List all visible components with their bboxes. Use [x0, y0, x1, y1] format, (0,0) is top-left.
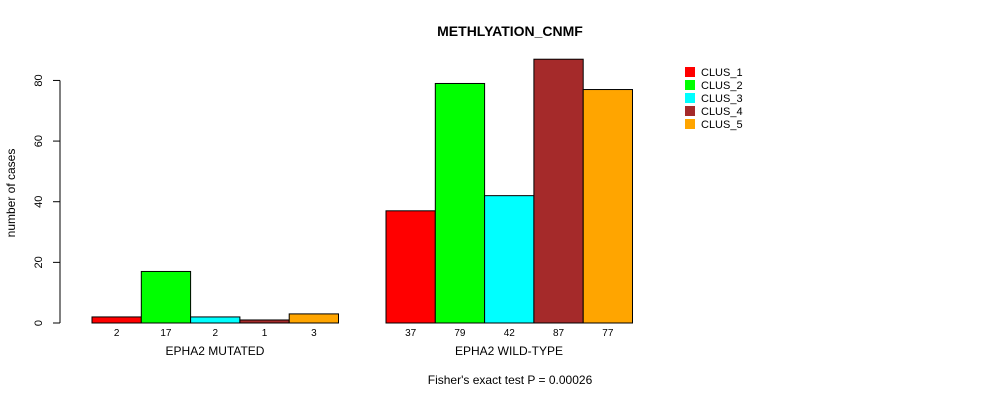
- y-axis-label: number of cases: [4, 149, 18, 238]
- bar-clus-3-group-2: [484, 195, 535, 324]
- bar-clus-4-group-1: [239, 319, 290, 324]
- bar-count-label: 1: [262, 328, 268, 339]
- y-tick-label: 60: [33, 135, 45, 147]
- group-label-mutated: EPHA2 MUTATED: [166, 344, 265, 358]
- bar-count-label: 2: [114, 328, 120, 339]
- y-tick-label: 20: [33, 256, 45, 268]
- legend-swatch: [685, 80, 695, 90]
- bar-clus-2-group-1: [140, 270, 192, 324]
- legend-swatch: [685, 67, 695, 77]
- chart-title: METHLYATION_CNMF: [437, 23, 583, 39]
- y-axis: 0 20 40 60 80: [33, 74, 61, 326]
- y-tick-label: 80: [33, 74, 45, 86]
- bar-count-label: 42: [504, 328, 516, 339]
- bar-clus-4-group-2: [533, 58, 584, 324]
- fisher-test-footnote: Fisher's exact test P = 0.00026: [428, 373, 593, 387]
- count-labels: 2 17 2 1 3 37 79 42 87 77: [114, 328, 614, 339]
- y-tick-label: 0: [33, 320, 45, 326]
- bar-count-label: 79: [454, 328, 466, 339]
- legend-label: CLUS_1: [701, 67, 743, 79]
- bar-clus-1-group-2: [385, 210, 436, 324]
- legend-label: CLUS_3: [701, 93, 743, 105]
- bar-count-label: 77: [602, 328, 614, 339]
- group-label-wild-type: EPHA2 WILD-TYPE: [455, 344, 563, 358]
- bar-clus-2-group-2: [434, 82, 486, 324]
- bar-clus-5-group-1: [288, 313, 340, 324]
- legend-label: CLUS_2: [701, 80, 743, 92]
- legend-label: CLUS_4: [701, 106, 743, 118]
- bar-count-label: 2: [212, 328, 218, 339]
- legend-label: CLUS_5: [701, 119, 743, 131]
- bars: [91, 58, 634, 324]
- legend-swatch: [685, 119, 695, 129]
- bar-count-label: 3: [311, 328, 317, 339]
- legend-swatch: [685, 93, 695, 103]
- bar-count-label: 87: [553, 328, 565, 339]
- bar-clus-5-group-2: [582, 89, 634, 324]
- bar-count-label: 37: [405, 328, 417, 339]
- bar-clus-1-group-1: [91, 316, 142, 324]
- bar-count-label: 17: [160, 328, 172, 339]
- bar-clus-3-group-1: [190, 316, 241, 324]
- legend-swatch: [685, 106, 695, 116]
- y-tick-label: 40: [33, 196, 45, 208]
